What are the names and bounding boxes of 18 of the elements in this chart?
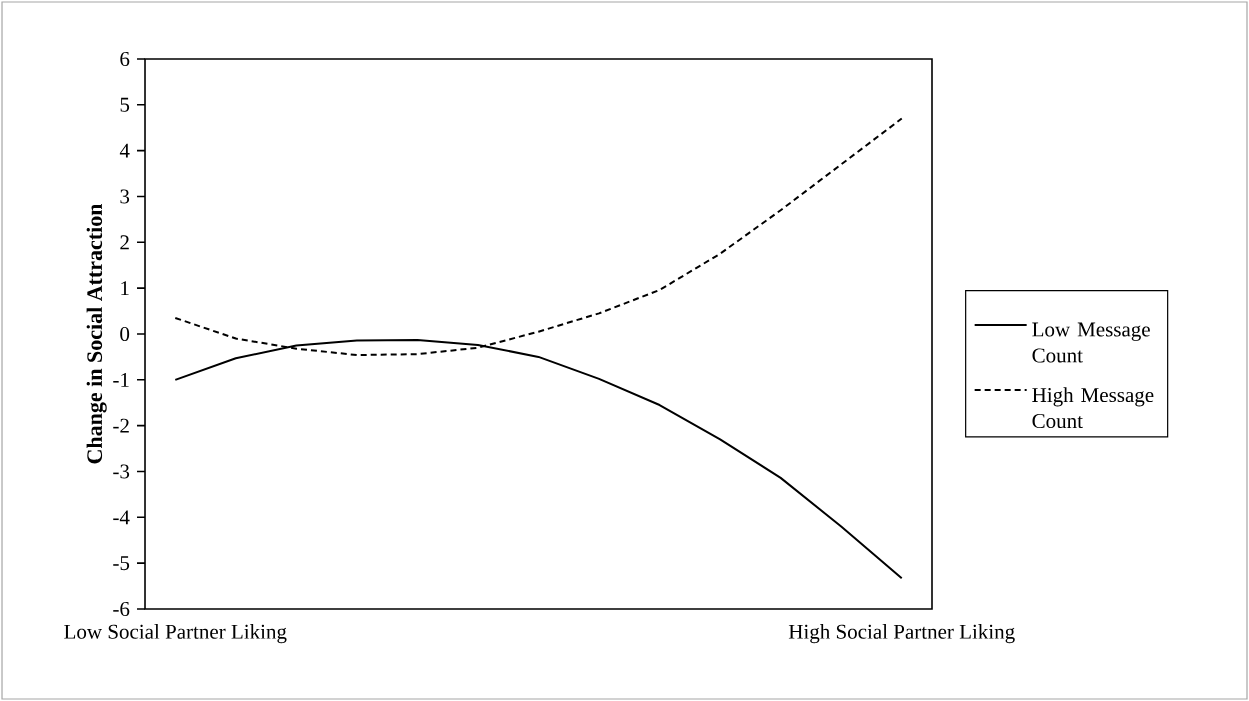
y-axis-title: Change in Social Attraction — [86, 203, 107, 464]
y-tick-label: 3 — [120, 189, 130, 204]
y-tick-label: -3 — [113, 464, 130, 479]
y-tick-label: -6 — [113, 601, 130, 617]
y-tick-label: 6 — [120, 51, 130, 67]
y-tick-label: 0 — [120, 326, 130, 342]
y-tick-label: -2 — [113, 418, 129, 433]
y-tick-label: 5 — [120, 97, 130, 112]
legend-label: Low Message Count — [1032, 322, 1150, 363]
y-tick-label: 2 — [120, 235, 129, 250]
x-tick-label: Low Social Partner Liking — [64, 624, 287, 644]
y-tick-label: -5 — [113, 556, 130, 571]
y-tick-label: 4 — [119, 143, 130, 158]
y-tick-label: -1 — [113, 372, 129, 387]
x-tick-label: High Social Partner Liking — [788, 624, 1015, 644]
y-tick-label: 1 — [121, 281, 129, 296]
legend-label: High Message Count — [1032, 387, 1154, 429]
y-tick-label: -4 — [113, 510, 130, 525]
